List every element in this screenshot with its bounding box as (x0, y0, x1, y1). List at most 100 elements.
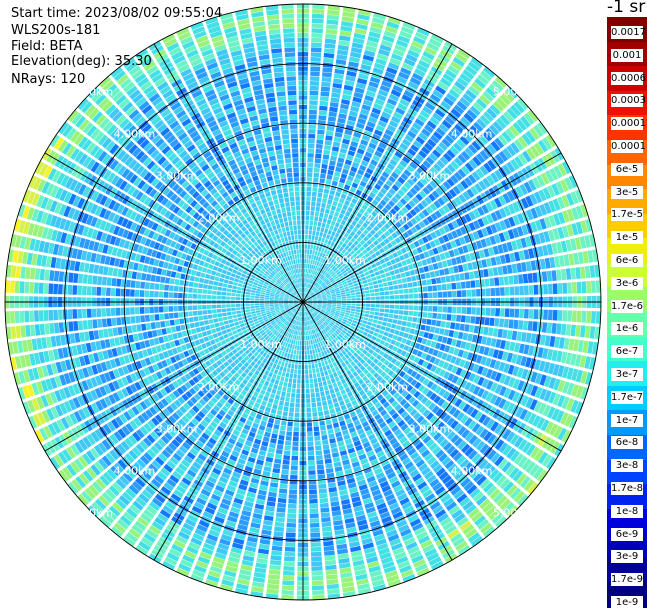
scan-bin (255, 308, 260, 311)
scan-bin (174, 279, 179, 285)
scan-bin (159, 284, 164, 290)
scan-bin (264, 370, 269, 376)
scan-bin (442, 314, 447, 320)
scan-bin (287, 513, 296, 518)
scan-bin (268, 574, 280, 580)
scan-bin (519, 309, 524, 318)
scan-bin (287, 523, 297, 528)
scan-bin (319, 493, 327, 498)
scan-bin (312, 576, 324, 581)
scan-bin (553, 310, 558, 321)
scan-bin (291, 393, 295, 398)
scan-bin (239, 280, 244, 284)
scan-bin (347, 303, 352, 305)
scan-bin (396, 325, 401, 330)
scan-bin (289, 494, 297, 499)
scan-bin (355, 309, 360, 312)
scan-bin (551, 323, 556, 334)
scan-bin (285, 397, 290, 402)
scan-bin (155, 276, 160, 283)
scan-bin (226, 292, 231, 296)
scan-bin (132, 271, 137, 279)
scan-bin (20, 311, 25, 323)
scan-bin (295, 340, 297, 345)
scan-bin (49, 323, 54, 334)
scan-bin (442, 306, 447, 312)
scan-bin (58, 284, 63, 294)
scan-bin (509, 319, 514, 328)
scan-bin (270, 378, 275, 383)
scan-bin (262, 385, 267, 391)
scan-bin (542, 322, 548, 333)
scan-bin (262, 441, 269, 447)
scan-bin (388, 318, 393, 323)
scan-bin (320, 508, 329, 513)
scan-bin (547, 323, 553, 334)
scan-bin (179, 286, 184, 292)
scan-bin (227, 312, 232, 316)
scan-bin (342, 303, 347, 305)
scan-bin (356, 307, 361, 310)
scan-bin (16, 266, 22, 278)
scan-bin (188, 306, 193, 311)
scan-bin (306, 336, 308, 341)
scan-bin (103, 266, 109, 275)
scan-bin (189, 317, 194, 322)
scan-bin (170, 278, 175, 284)
scan-bin (485, 317, 490, 325)
scan-bin (351, 306, 356, 309)
scan-bin (476, 308, 481, 316)
scan-bin (330, 496, 339, 502)
scan-bin (404, 305, 409, 310)
scan-bin (295, 360, 298, 365)
scan-bin (297, 384, 301, 389)
scan-bin (250, 298, 255, 300)
scan-bin (270, 298, 275, 300)
scan-bin (202, 289, 207, 294)
scan-bin (204, 279, 209, 284)
scan-bin (207, 290, 212, 294)
scan-bin (171, 326, 177, 332)
scan-bin (321, 517, 331, 522)
scan-bin (308, 461, 315, 466)
scan-bin (159, 306, 164, 312)
scan-bin (490, 308, 495, 316)
scan-bin (277, 410, 283, 415)
scan-bin (315, 446, 322, 451)
scan-bin (329, 374, 334, 379)
scan-bin (510, 309, 515, 318)
scan-bin (117, 269, 123, 277)
scan-bin (295, 345, 298, 350)
scan-bin (398, 315, 403, 320)
scan-bin (183, 337, 189, 343)
scan-bin (335, 376, 340, 381)
scan-bin (521, 332, 527, 342)
scan-bin (188, 311, 193, 316)
scan-bin (381, 326, 386, 331)
scan-bin (133, 263, 139, 271)
scan-bin (59, 271, 64, 282)
scan-bin (197, 294, 202, 299)
scan-bin (399, 305, 404, 309)
scan-bin (273, 463, 280, 469)
scan-bin (159, 314, 164, 320)
scan-bin (286, 528, 296, 533)
scan-bin (294, 427, 300, 432)
scan-bin (389, 309, 394, 313)
scan-bin (309, 494, 317, 499)
scan-bin (400, 326, 405, 331)
scan-bin (366, 325, 371, 329)
scan-bin (309, 369, 312, 374)
scan-bin (44, 270, 50, 281)
scan-bin (246, 307, 251, 310)
scan-bin (213, 314, 218, 318)
scan-bin (292, 451, 299, 456)
scan-bin (333, 372, 338, 377)
scan-bin (256, 291, 261, 294)
scan-bin (265, 407, 271, 413)
scan-bin (246, 309, 251, 312)
scan-bin (136, 272, 142, 279)
scan-bin (301, 331, 303, 335)
scan-bin (265, 303, 269, 305)
scan-bin (419, 331, 425, 337)
